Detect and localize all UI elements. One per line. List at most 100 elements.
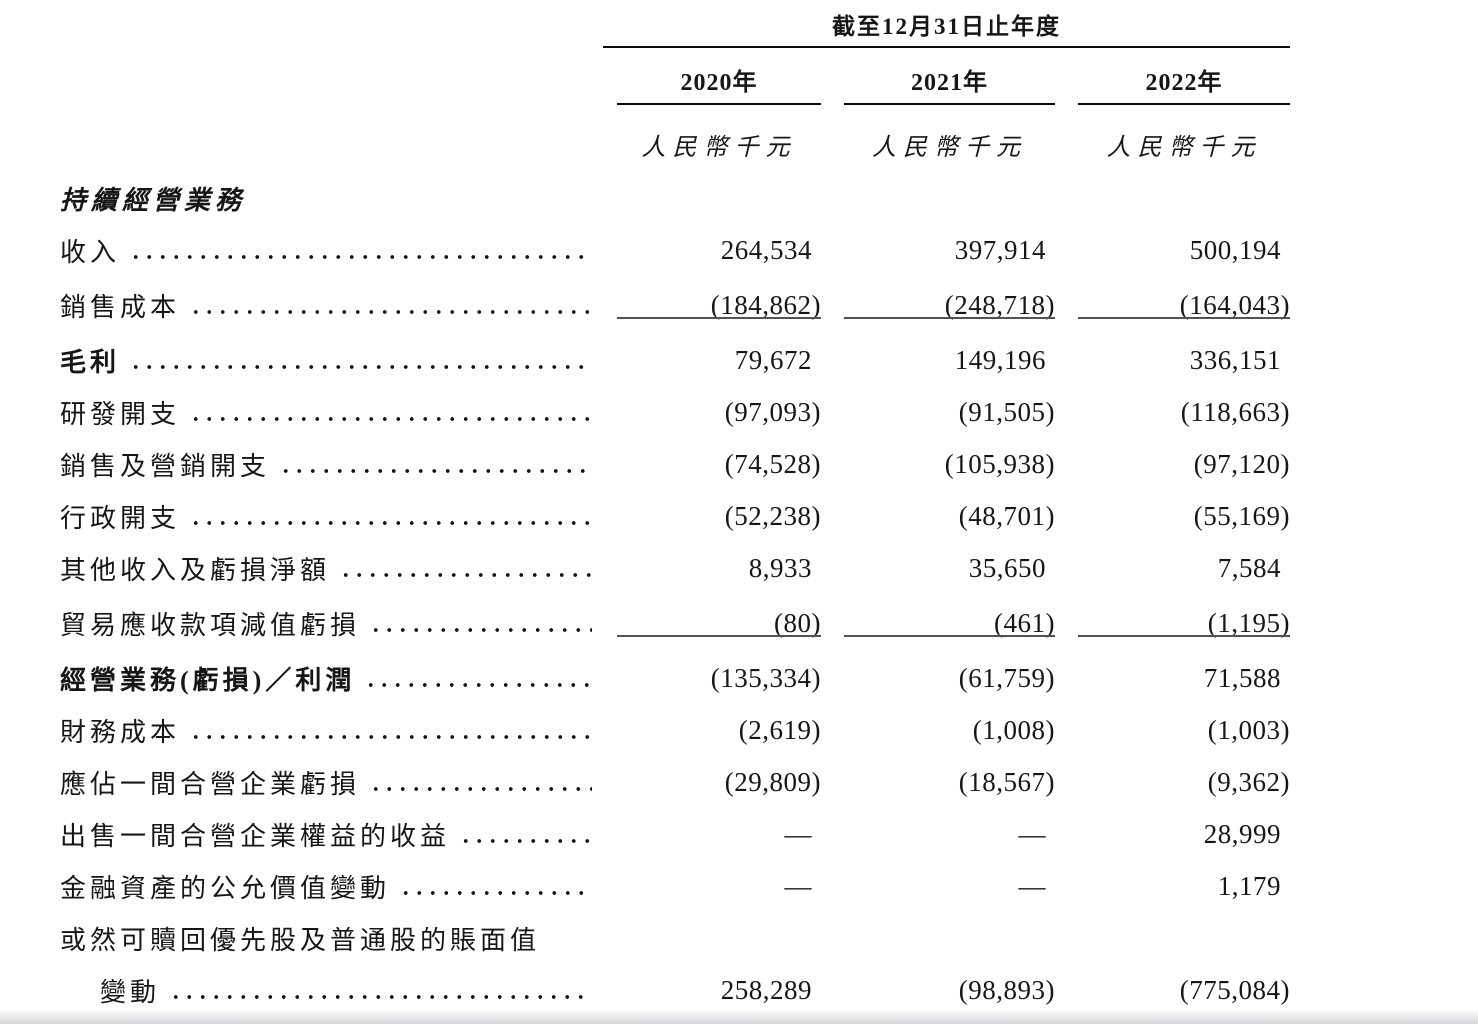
value-2021: — [1018, 870, 1046, 901]
value-2020: 79,672 [734, 344, 812, 375]
row-label: 出售一間合營企業權益的收益 [60, 821, 451, 851]
row-label: 行政開支 [60, 503, 181, 533]
value-2022: (1,003) [1207, 714, 1290, 745]
table-header-years-row: 2020年 2021年 2022年 [60, 48, 1290, 105]
value-2022: 500,194 [1189, 234, 1281, 265]
table-row-gross-profit: 毛利 79,672 149,196 336,151 [60, 334, 1290, 386]
value-2021: (18,567) [958, 766, 1055, 797]
table-row-operating-loss-profit: 經營業務(虧損)／利潤 (135,334) (61,759) 71,588 [60, 652, 1290, 704]
value-2020: (74,528) [724, 448, 821, 479]
dot-leader [120, 224, 594, 276]
period-header: 截至12月31日止年度 [603, 0, 1290, 48]
dot-leader [180, 704, 594, 756]
value-2020: — [784, 870, 812, 901]
table-row-other-income-losses-net: 其他收入及虧損淨額 8,933 35,650 7,584 [60, 542, 1290, 594]
column-header-2021: 2021年 [844, 48, 1055, 105]
column-header-2022: 2022年 [1078, 48, 1290, 105]
value-2021: 397,914 [954, 234, 1046, 265]
value-2021: (48,701) [958, 500, 1055, 531]
table-row-continuing-operations: 持續經營業務 [60, 172, 1290, 224]
page-bottom-edge-shadow [0, 1009, 1478, 1024]
value-2022: (9,362) [1207, 766, 1290, 797]
row-label: 銷售成本 [60, 292, 181, 322]
dot-leader [270, 438, 594, 490]
row-label: 金融資產的公允價值變動 [60, 873, 391, 903]
dot-leader [330, 542, 594, 594]
value-2020: 8,933 [748, 552, 812, 583]
dot-leader [390, 860, 594, 912]
value-2020: (2,619) [738, 714, 821, 745]
value-2022: 1,179 [1217, 870, 1281, 901]
table-header-period-row: 截至12月31日止年度 [60, 0, 1290, 48]
value-2022: (97,120) [1193, 448, 1290, 479]
unit-label-2020: 人民幣千元 [641, 135, 797, 161]
value-2020: (52,238) [724, 500, 821, 531]
value-2021: (248,718) [844, 276, 1055, 334]
column-header-2020: 2020年 [617, 48, 821, 105]
dot-leader [160, 964, 594, 1016]
dot-leader [450, 808, 594, 860]
value-2021: (61,759) [958, 662, 1055, 693]
value-2022: 336,151 [1189, 344, 1281, 375]
value-2022: (55,169) [1193, 500, 1290, 531]
dot-leader [180, 490, 594, 542]
income-statement-table: 截至12月31日止年度 2020年 2021年 2022年 人民幣千元 人民幣千… [60, 0, 1290, 1016]
value-2022: (1,195) [1078, 594, 1290, 652]
table-row-fair-value-change-financial-assets: 金融資產的公允價值變動 — — 1,179 [60, 860, 1290, 912]
value-2022: (118,663) [1180, 396, 1290, 427]
row-label: 財務成本 [60, 717, 181, 747]
dot-leader [180, 386, 594, 438]
value-2022: 7,584 [1217, 552, 1281, 583]
value-2020: (97,093) [724, 396, 821, 427]
value-2021: 149,196 [954, 344, 1046, 375]
value-2020: (135,334) [710, 662, 821, 693]
table-row-finance-costs: 財務成本 (2,619) (1,008) (1,003) [60, 704, 1290, 756]
table-row-share-of-loss-joint-venture: 應佔一間合營企業虧損 (29,809) (18,567) (9,362) [60, 756, 1290, 808]
value-2022: 28,999 [1203, 818, 1281, 849]
value-2022: 71,588 [1203, 662, 1281, 693]
dot-leader [120, 334, 594, 386]
table-row-gain-on-disposal-joint-venture: 出售一間合營企業權益的收益 — — 28,999 [60, 808, 1290, 860]
table-header-units-row: 人民幣千元 人民幣千元 人民幣千元 [60, 105, 1290, 172]
unit-label-2021: 人民幣千元 [872, 135, 1027, 161]
row-label: 變動 [100, 977, 161, 1007]
unit-label-2022: 人民幣千元 [1106, 135, 1262, 161]
value-2021: (91,505) [958, 396, 1055, 427]
table-row-carrying-amount-change: 變動 258,289 (98,893) (775,084) [60, 964, 1290, 1016]
value-2020: 258,289 [720, 974, 812, 1005]
value-2022: (164,043) [1078, 276, 1290, 334]
table-row-selling-marketing-expenses: 銷售及營銷開支 (74,528) (105,938) (97,120) [60, 438, 1290, 490]
row-label: 貿易應收款項減值虧損 [60, 610, 361, 640]
value-2020: — [784, 818, 812, 849]
value-2021: (1,008) [972, 714, 1055, 745]
row-label: 研發開支 [60, 399, 181, 429]
table-row-cost-of-sales: 銷售成本 (184,862) (248,718) (164,043) [60, 276, 1290, 334]
row-label: 收入 [60, 237, 121, 267]
row-label: 毛利 [60, 347, 121, 377]
dot-leader [355, 652, 594, 704]
value-2021: (105,938) [944, 448, 1055, 479]
dot-leader [360, 594, 594, 652]
value-2021: 35,650 [968, 552, 1046, 583]
dot-leader [180, 276, 594, 334]
value-2020: 264,534 [720, 234, 812, 265]
dot-leader [360, 756, 594, 808]
value-2021: (461) [844, 594, 1055, 652]
row-label: 或然可贖回優先股及普通股的賬面值 [60, 925, 541, 955]
section-label: 持續經營業務 [60, 185, 247, 215]
row-label: 銷售及營銷開支 [60, 451, 271, 481]
value-2022: (775,084) [1179, 974, 1290, 1005]
value-2020: (29,809) [724, 766, 821, 797]
row-label: 經營業務(虧損)／利潤 [60, 665, 356, 695]
table-row-carrying-amount-preferred-ordinary-shares: 或然可贖回優先股及普通股的賬面值 [60, 912, 1290, 964]
table-row-impairment-trade-receivables: 貿易應收款項減值虧損 (80) (461) (1,195) [60, 594, 1290, 652]
value-2020: (184,862) [617, 276, 821, 334]
table-row-rd-expenses: 研發開支 (97,093) (91,505) (118,663) [60, 386, 1290, 438]
value-2020: (80) [617, 594, 821, 652]
table-row-admin-expenses: 行政開支 (52,238) (48,701) (55,169) [60, 490, 1290, 542]
value-2021: — [1018, 818, 1046, 849]
value-2021: (98,893) [958, 974, 1055, 1005]
table-row-revenue: 收入 264,534 397,914 500,194 [60, 224, 1290, 276]
row-label: 其他收入及虧損淨額 [60, 555, 331, 585]
